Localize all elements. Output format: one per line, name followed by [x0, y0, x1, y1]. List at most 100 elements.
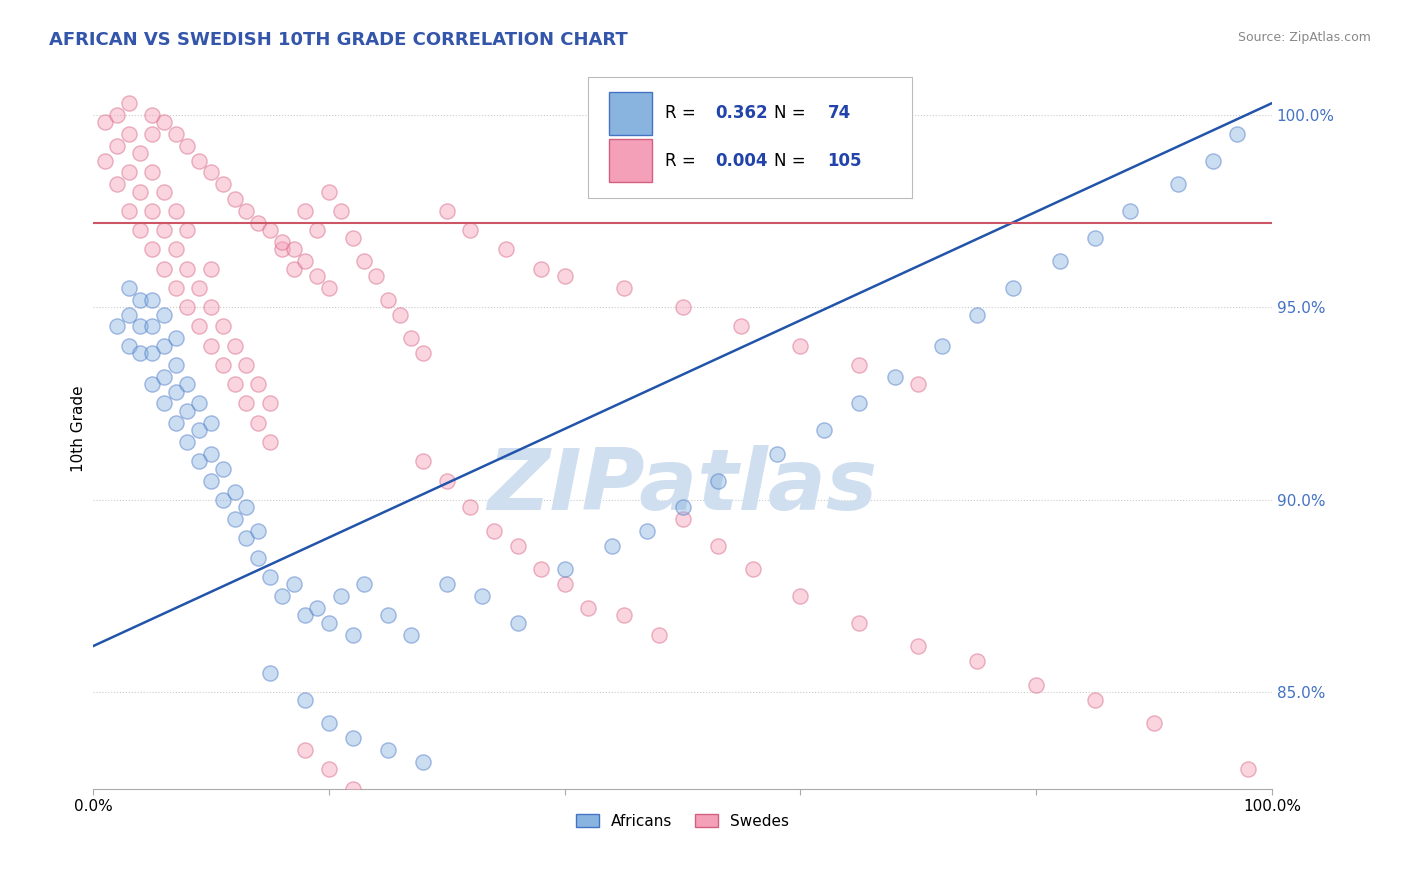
Point: [165, 384, 187, 399]
Point: [94, 115, 117, 129]
Y-axis label: 10th Grade: 10th Grade: [72, 385, 86, 472]
Point: [789, 339, 811, 353]
Point: [307, 223, 329, 237]
Point: [329, 589, 352, 603]
Point: [364, 269, 387, 284]
Point: [966, 655, 988, 669]
Point: [105, 177, 128, 191]
Point: [153, 185, 176, 199]
Point: [141, 204, 163, 219]
Point: [318, 281, 340, 295]
Point: [318, 762, 340, 776]
Point: [883, 369, 905, 384]
Point: [364, 801, 387, 815]
Point: [153, 339, 176, 353]
Point: [318, 615, 340, 630]
Point: [200, 300, 222, 314]
Point: [412, 454, 434, 468]
Point: [105, 138, 128, 153]
Point: [388, 308, 411, 322]
Point: [318, 716, 340, 731]
Point: [1237, 762, 1260, 776]
Point: [1025, 677, 1047, 691]
Point: [117, 127, 139, 141]
Point: [211, 319, 233, 334]
Point: [907, 377, 929, 392]
Point: [353, 577, 375, 591]
Point: [307, 600, 329, 615]
Point: [259, 666, 281, 681]
Text: Source: ZipAtlas.com: Source: ZipAtlas.com: [1237, 31, 1371, 45]
Point: [506, 615, 529, 630]
Point: [270, 243, 292, 257]
Point: [141, 377, 163, 392]
Point: [235, 500, 257, 515]
Point: [554, 577, 576, 591]
Point: [377, 293, 399, 307]
Point: [188, 319, 211, 334]
Point: [554, 269, 576, 284]
Point: [153, 308, 176, 322]
Point: [436, 474, 458, 488]
Point: [1084, 231, 1107, 245]
Point: [105, 319, 128, 334]
Point: [530, 562, 553, 576]
Point: [224, 193, 246, 207]
Point: [117, 204, 139, 219]
Point: [1143, 716, 1166, 731]
Point: [165, 243, 187, 257]
Point: [176, 223, 198, 237]
Point: [141, 165, 163, 179]
Point: [129, 346, 152, 360]
Point: [188, 281, 211, 295]
Point: [707, 474, 730, 488]
Point: [105, 108, 128, 122]
Point: [907, 639, 929, 653]
Point: [283, 577, 305, 591]
Point: [436, 204, 458, 219]
Point: [742, 562, 765, 576]
Point: [460, 223, 482, 237]
Point: [294, 254, 316, 268]
Point: [766, 446, 789, 460]
Text: R =: R =: [665, 104, 696, 122]
Point: [153, 223, 176, 237]
Point: [235, 204, 257, 219]
Point: [648, 627, 671, 641]
Point: [247, 416, 270, 430]
Point: [1167, 177, 1189, 191]
FancyBboxPatch shape: [609, 139, 652, 182]
Point: [200, 446, 222, 460]
Text: N =: N =: [775, 104, 806, 122]
Point: [200, 474, 222, 488]
Point: [153, 261, 176, 276]
Point: [342, 731, 364, 746]
Point: [401, 331, 423, 345]
Point: [188, 454, 211, 468]
Point: [211, 462, 233, 476]
Point: [412, 755, 434, 769]
Point: [153, 369, 176, 384]
Point: [117, 165, 139, 179]
Point: [495, 243, 517, 257]
Point: [482, 524, 505, 538]
Point: [153, 396, 176, 410]
Point: [247, 215, 270, 229]
Point: [211, 358, 233, 372]
FancyBboxPatch shape: [609, 92, 652, 135]
Point: [1119, 204, 1142, 219]
Point: [176, 138, 198, 153]
Point: [707, 539, 730, 553]
Point: [1202, 153, 1225, 168]
Point: [200, 261, 222, 276]
Point: [1049, 254, 1071, 268]
FancyBboxPatch shape: [588, 78, 912, 198]
Point: [294, 204, 316, 219]
Point: [530, 261, 553, 276]
Point: [129, 185, 152, 199]
Point: [141, 293, 163, 307]
Point: [224, 485, 246, 500]
Point: [789, 589, 811, 603]
Text: 74: 74: [828, 104, 851, 122]
Point: [1084, 693, 1107, 707]
